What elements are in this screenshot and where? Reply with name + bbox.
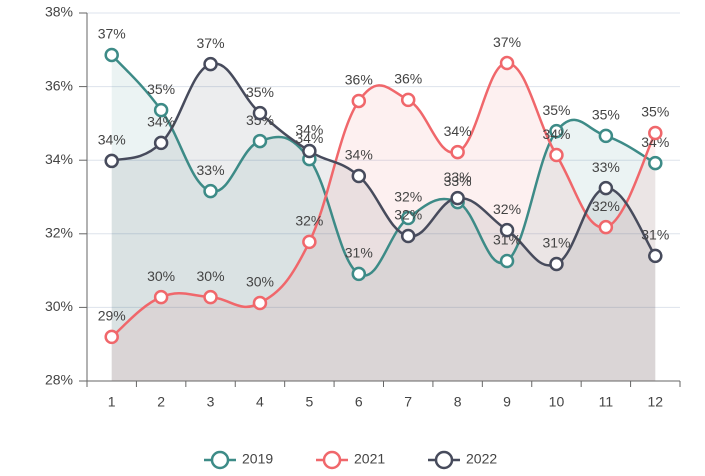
y-tick-label: 36% [45, 77, 73, 93]
legend-marker [322, 450, 342, 470]
value-label: 35% [246, 84, 274, 100]
value-label: 32% [295, 213, 323, 229]
value-label: 32% [592, 198, 620, 214]
y-tick-label: 38% [45, 4, 73, 20]
point [104, 153, 119, 169]
x-tick-label: 9 [503, 394, 511, 410]
point [351, 93, 367, 109]
value-label: 34% [98, 132, 126, 148]
y-tick-label: 30% [45, 298, 73, 314]
point [598, 180, 614, 196]
point [450, 190, 465, 206]
x-tick-label: 4 [256, 394, 264, 410]
value-label: 33% [444, 169, 472, 185]
y-tick-label: 34% [45, 151, 73, 167]
point [351, 266, 367, 282]
point [203, 56, 218, 72]
legend-label: 2022 [466, 451, 497, 467]
value-label: 35% [542, 102, 570, 118]
value-label: 33% [592, 159, 620, 175]
y-tick-label: 28% [45, 372, 73, 388]
area [111, 63, 656, 381]
point [549, 147, 564, 163]
point [648, 155, 663, 171]
point [400, 228, 416, 244]
point [203, 289, 218, 305]
x-tick-label: 5 [305, 394, 313, 410]
value-label: 31% [345, 245, 373, 261]
point [104, 47, 119, 63]
x-tick-label: 10 [549, 394, 565, 410]
legend-marker [434, 450, 454, 470]
point [153, 289, 169, 305]
value-label: 34% [345, 147, 373, 163]
point [302, 143, 317, 159]
value-label: 36% [345, 72, 373, 88]
value-label: 35% [641, 104, 669, 120]
x-tick-label: 8 [454, 394, 462, 410]
value-label: 37% [98, 26, 126, 42]
point [549, 123, 564, 139]
area [111, 54, 656, 382]
x-tick-label: 1 [108, 394, 116, 410]
value-label: 35% [147, 81, 175, 97]
value-label: 34% [542, 126, 570, 142]
point [252, 295, 268, 311]
x-tick-label: 12 [648, 394, 664, 410]
point [450, 144, 465, 160]
point [400, 92, 416, 108]
point [549, 256, 564, 272]
point [252, 105, 268, 121]
value-label: 30% [147, 268, 175, 284]
point [351, 168, 367, 184]
value-label: 33% [197, 162, 225, 178]
value-label: 30% [197, 268, 225, 284]
value-label: 32% [493, 201, 521, 217]
value-label: 32% [394, 189, 422, 205]
point [598, 219, 614, 235]
point [499, 253, 515, 269]
point [153, 135, 169, 151]
point [302, 234, 317, 250]
value-label: 31% [493, 232, 521, 248]
point [598, 128, 614, 144]
value-label: 30% [246, 274, 274, 290]
point [648, 248, 663, 264]
value-label: 31% [542, 235, 570, 251]
value-label: 32% [394, 207, 422, 223]
point [252, 133, 268, 149]
value-label: 29% [98, 308, 126, 324]
point [499, 222, 515, 238]
x-tick-label: 3 [207, 394, 215, 410]
value-label: 34% [444, 123, 472, 139]
y-tick-label: 32% [45, 225, 73, 241]
value-label: 31% [641, 227, 669, 243]
point [153, 102, 169, 118]
value-label: 34% [295, 130, 323, 146]
x-tick-label: 2 [157, 394, 165, 410]
point [400, 210, 416, 226]
point [499, 55, 515, 71]
value-label: 37% [197, 35, 225, 51]
value-label: 37% [493, 34, 521, 50]
x-tick-label: 6 [355, 394, 363, 410]
x-tick-label: 7 [404, 394, 412, 410]
legend-marker [210, 450, 230, 470]
x-tick-label: 11 [599, 394, 614, 410]
legend-label: 2021 [354, 451, 385, 467]
value-label: 34% [295, 122, 323, 138]
point [203, 183, 218, 199]
point [104, 329, 119, 345]
point [648, 125, 663, 141]
value-label: 34% [147, 114, 175, 130]
value-label: 35% [592, 107, 620, 123]
area [111, 63, 656, 381]
value-label: 34% [641, 134, 669, 150]
value-label: 33% [444, 173, 472, 189]
legend-label: 2019 [242, 451, 273, 467]
value-label: 36% [394, 71, 422, 87]
